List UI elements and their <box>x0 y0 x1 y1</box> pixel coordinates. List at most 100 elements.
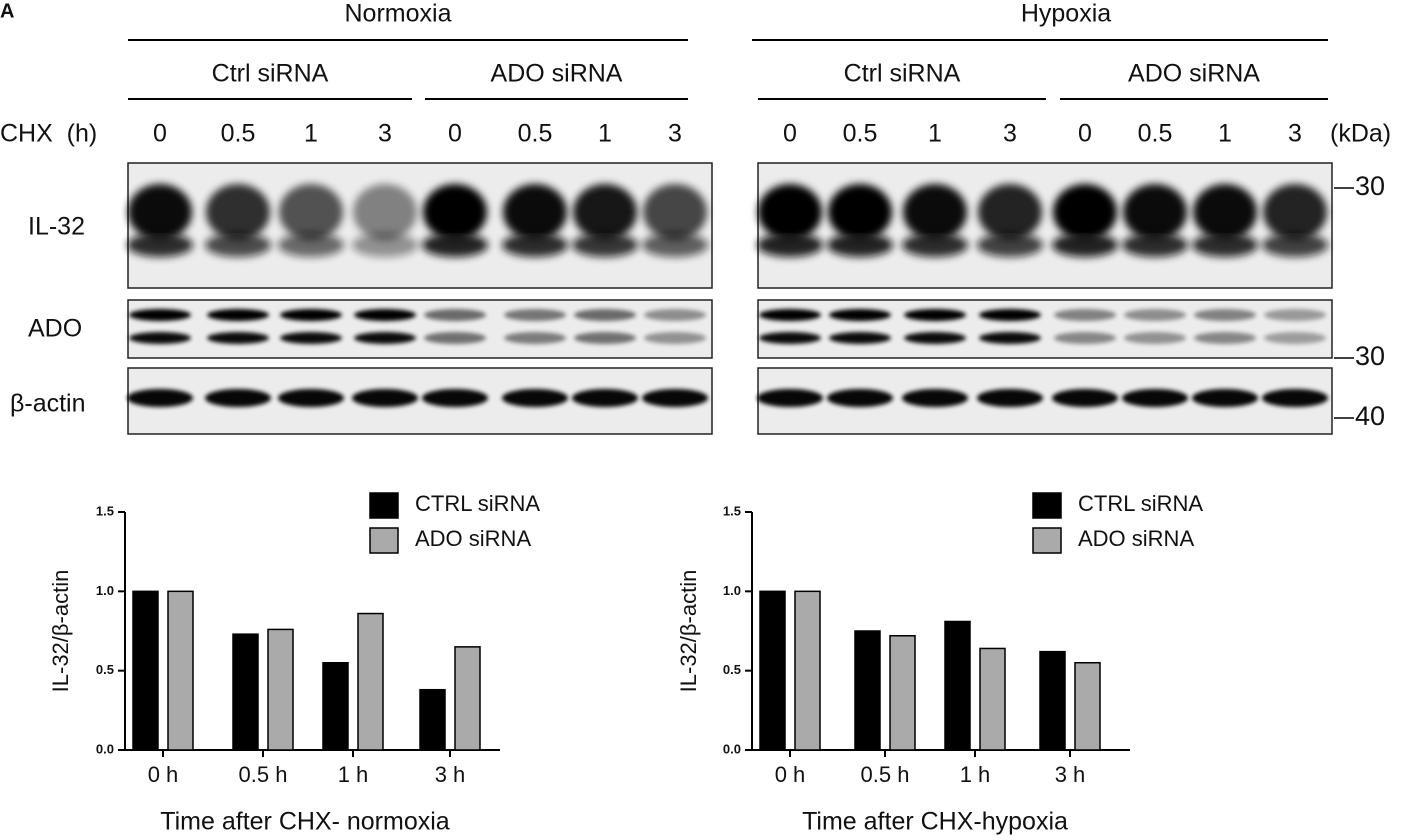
band <box>1262 389 1328 407</box>
band <box>1124 309 1186 321</box>
band <box>1122 389 1188 407</box>
band <box>904 309 966 321</box>
y-tick-label: 1.0 <box>723 583 741 598</box>
band <box>758 184 822 240</box>
band <box>642 389 708 407</box>
time-label: 0.5 <box>221 120 256 148</box>
band <box>504 332 566 344</box>
kda-label: (kDa) <box>1330 120 1391 148</box>
band <box>757 389 823 407</box>
marker-label: 30 <box>1355 341 1385 371</box>
bar <box>419 688 446 751</box>
band <box>978 184 1042 240</box>
band <box>354 309 416 321</box>
band <box>1194 332 1256 344</box>
x-tick-label: 0 h <box>148 762 179 787</box>
legend-label: ADO siRNA <box>1078 526 1194 551</box>
band <box>127 389 193 407</box>
bar <box>454 646 481 751</box>
band <box>1264 332 1326 344</box>
band <box>1053 184 1117 240</box>
band <box>1192 389 1258 407</box>
bar <box>944 620 971 751</box>
band <box>1264 309 1326 321</box>
blot-box <box>757 299 1333 359</box>
band <box>1052 389 1118 407</box>
time-axis-label: CHX (h) <box>0 120 97 148</box>
band <box>573 184 637 240</box>
band <box>642 233 708 257</box>
y-axis-label: IL-32/β-actin <box>48 570 73 693</box>
band <box>205 233 271 257</box>
band <box>424 332 486 344</box>
condition-label: Normoxia <box>345 0 452 28</box>
panel-label: A <box>0 0 14 22</box>
y-tick-label: 0.0 <box>723 741 741 756</box>
bar <box>1039 650 1066 751</box>
time-label: 3 <box>668 120 682 148</box>
band <box>904 332 966 344</box>
y-tick-label: 0.5 <box>723 662 741 677</box>
band <box>280 332 342 344</box>
band <box>1193 184 1257 240</box>
legend-label: CTRL siRNA <box>415 491 540 516</box>
group-label: Ctrl siRNA <box>844 60 961 88</box>
time-label: 0.5 <box>1138 120 1173 148</box>
band <box>1123 184 1187 240</box>
band <box>572 389 638 407</box>
band <box>757 233 823 257</box>
band <box>352 389 418 407</box>
x-tick-label: 3 h <box>1055 762 1086 787</box>
band <box>1194 309 1256 321</box>
bar <box>1074 661 1101 751</box>
time-label: 3 <box>1288 120 1302 148</box>
band <box>353 184 417 240</box>
band <box>827 233 893 257</box>
band <box>644 332 706 344</box>
x-tick-label: 1 h <box>960 762 991 787</box>
band <box>829 309 891 321</box>
band <box>205 389 271 407</box>
band <box>644 309 706 321</box>
band <box>643 184 707 240</box>
band <box>422 389 488 407</box>
legend-swatch <box>1032 492 1062 519</box>
band <box>1124 332 1186 344</box>
group-label: ADO siRNA <box>491 60 623 88</box>
y-tick-label: 0.5 <box>96 662 114 677</box>
band <box>574 332 636 344</box>
marker-label: 40 <box>1355 401 1385 431</box>
legend-label: ADO siRNA <box>415 526 531 551</box>
bar <box>759 590 786 751</box>
band <box>827 389 893 407</box>
band <box>902 233 968 257</box>
band <box>977 233 1043 257</box>
band <box>1122 233 1188 257</box>
time-label: 1 <box>1218 120 1232 148</box>
x-axis-label: Time after CHX- normoxia <box>160 808 450 836</box>
band <box>977 389 1043 407</box>
band <box>207 309 269 321</box>
band <box>1054 332 1116 344</box>
band <box>574 309 636 321</box>
bar <box>854 630 881 751</box>
legend-swatch <box>369 492 399 519</box>
time-label: 3 <box>378 120 392 148</box>
time-label: 0 <box>1078 120 1092 148</box>
band <box>206 184 270 240</box>
band <box>1052 233 1118 257</box>
bar <box>232 633 259 751</box>
x-tick-label: 0.5 h <box>239 762 288 787</box>
time-label: 1 <box>304 120 318 148</box>
band <box>423 184 487 240</box>
time-label: 0.5 <box>518 120 553 148</box>
x-tick-label: 0 h <box>775 762 806 787</box>
band <box>129 309 191 321</box>
y-tick-label: 1.5 <box>723 503 741 518</box>
x-tick-label: 0.5 h <box>861 762 910 787</box>
bar <box>357 612 384 751</box>
bar <box>132 590 159 751</box>
bar <box>267 628 294 751</box>
blot-box <box>127 299 713 359</box>
legend-label: CTRL siRNA <box>1078 491 1203 516</box>
